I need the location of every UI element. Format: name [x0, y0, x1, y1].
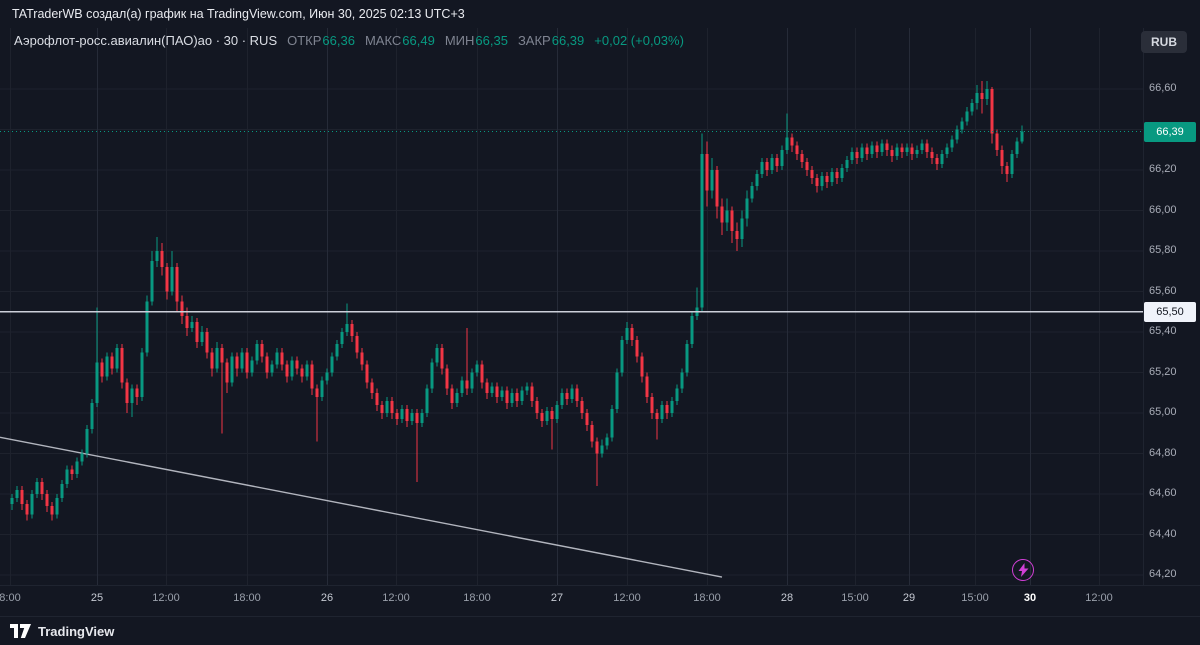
- attribution-bar: TATraderWB создал(а) график на TradingVi…: [0, 0, 1200, 28]
- attribution-text: TATraderWB создал(а) график на TradingVi…: [12, 7, 465, 21]
- time-tick-label: 15:00: [961, 592, 989, 604]
- time-tick-label: 18:00: [463, 592, 491, 604]
- price-tick-label: 65,00: [1149, 406, 1177, 418]
- pane-separators: [0, 28, 1200, 586]
- time-tick-label: 15:00: [841, 592, 869, 604]
- level-price-badge: 65,50: [1144, 301, 1196, 322]
- grid: [0, 28, 1143, 585]
- time-tick-label: 18:00: [693, 592, 721, 604]
- price-tick-label: 64,60: [1149, 487, 1177, 499]
- time-tick-label: 27: [550, 592, 564, 604]
- ohlc-low-label: МИН: [444, 33, 475, 48]
- time-tick-label: 12:00: [152, 592, 180, 604]
- candles: [10, 80, 1024, 521]
- price-tick-label: 65,20: [1149, 365, 1177, 378]
- price-tick-label: 64,20: [1149, 568, 1177, 580]
- price-tick-label: 65,60: [1149, 284, 1177, 297]
- lightning-icon: [1018, 563, 1028, 577]
- symbol-title[interactable]: Аэрофлот-росс.авиалин(ПАО)ао · 30 · RUS: [14, 33, 278, 48]
- time-tick-label: 29: [902, 592, 916, 604]
- time-tick-label: 30: [1023, 592, 1037, 604]
- price-tick-label: 66,60: [1149, 82, 1177, 94]
- time-tick-label: 8:00: [0, 592, 21, 604]
- time-tick-label: 12:00: [382, 592, 410, 604]
- ohlc-open-value: 66,36: [322, 33, 355, 48]
- ohlc-high: МАКС 66,49: [365, 33, 435, 48]
- time-tick-label: 26: [320, 592, 334, 604]
- ohlc-low: МИН 66,35: [445, 33, 508, 48]
- time-tick-label: 12:00: [1085, 592, 1113, 604]
- trendline: [0, 436, 723, 578]
- price-change: +0,02 (+0,03%): [594, 33, 684, 48]
- price-tick-label: 65,40: [1149, 325, 1177, 337]
- lightning-button[interactable]: [1012, 559, 1034, 581]
- price-tick-label: 64,40: [1149, 527, 1177, 540]
- tradingview-logo[interactable]: [10, 624, 31, 638]
- ohlc-open-label: ОТКР: [287, 33, 322, 48]
- ohlc-open: ОТКР 66,36: [287, 33, 355, 48]
- ohlc-high-label: МАКС: [364, 33, 402, 48]
- ohlc-close-value: 66,39: [551, 33, 585, 48]
- price-tick-label: 64,80: [1149, 446, 1177, 459]
- price-tick-label: 66,00: [1149, 203, 1177, 216]
- time-tick-label: 18:00: [233, 592, 261, 604]
- ohlc-low-value: 66,35: [475, 33, 508, 48]
- time-tick-label: 12:00: [613, 592, 641, 604]
- time-axis[interactable]: 8:00 25 12:00 18:00 26 12:00 18:00 27 12:00 18:00…: [0, 585, 1143, 617]
- symbol-header: Аэрофлот-росс.авиалин(ПАО)ао · 30 · RUS …: [14, 33, 684, 48]
- price-tick-label: 66,20: [1149, 163, 1177, 175]
- brand-name: TradingView: [38, 623, 115, 639]
- footer-bar: TradingView: [0, 616, 1200, 645]
- last-price-badge: 66,39: [1144, 121, 1196, 142]
- ohlc-close: ЗАКР 66,39: [518, 33, 584, 48]
- ohlc-high-value: 66,49: [402, 33, 435, 48]
- price-tick-label: 65,80: [1149, 244, 1177, 256]
- tradingview-logo-icon: [10, 624, 31, 638]
- time-tick-label: 28: [780, 592, 794, 604]
- currency-badge[interactable]: RUB: [1141, 31, 1187, 53]
- ohlc-close-label: ЗАКР: [517, 33, 551, 48]
- time-tick-label: 25: [90, 592, 104, 604]
